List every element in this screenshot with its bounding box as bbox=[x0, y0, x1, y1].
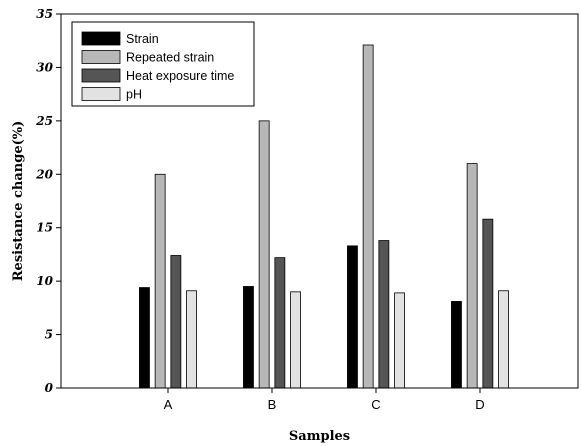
bar-ph-b bbox=[290, 291, 301, 389]
y-tick-label: 5 bbox=[45, 328, 53, 342]
bar-repeated-strain-d bbox=[466, 163, 478, 389]
legend: Strain Repeated strain Heat exposure time p… bbox=[71, 21, 255, 107]
y-tick-label: 30 bbox=[36, 60, 53, 74]
legend-label: Heat exposure time bbox=[126, 69, 234, 83]
bar-strain-b bbox=[243, 286, 254, 389]
legend-swatch bbox=[81, 68, 121, 83]
bars-group bbox=[139, 44, 509, 389]
legend-swatch bbox=[81, 87, 121, 101]
legend-label: Strain bbox=[126, 32, 159, 46]
bar-strain-a bbox=[139, 287, 150, 389]
bar-heat-exposure-time-d bbox=[482, 218, 494, 389]
x-tick-label: B bbox=[268, 397, 277, 412]
legend-swatch bbox=[81, 50, 121, 64]
x-tick-label: A bbox=[164, 397, 173, 412]
y-axis-title: Resistance change(%) bbox=[11, 121, 26, 282]
x-axis-ticks: A B C D bbox=[164, 388, 485, 412]
legend-label: pH bbox=[126, 88, 142, 102]
plot-area-frame bbox=[60, 13, 579, 389]
y-tick-label: 15 bbox=[36, 221, 53, 235]
x-axis-title: Samples bbox=[289, 429, 350, 444]
bar-ph-c bbox=[394, 292, 405, 389]
x-tick-label: C bbox=[371, 397, 380, 412]
y-tick-label: 10 bbox=[36, 274, 53, 288]
x-tick-label: D bbox=[475, 397, 484, 412]
bar-ph-a bbox=[186, 290, 197, 389]
bar-repeated-strain-c bbox=[362, 44, 374, 389]
y-tick-label: 35 bbox=[36, 7, 53, 21]
bar-heat-exposure-time-a bbox=[170, 255, 182, 389]
legend-label: Repeated strain bbox=[126, 51, 214, 65]
bar-repeated-strain-b bbox=[258, 120, 270, 389]
bar-strain-d bbox=[451, 301, 462, 389]
bar-heat-exposure-time-c bbox=[378, 240, 390, 389]
bar-heat-exposure-time-b bbox=[274, 257, 286, 389]
y-axis-ticks: 0 5 10 15 20 25 30 35 bbox=[35, 7, 61, 395]
bar-repeated-strain-a bbox=[154, 173, 166, 389]
legend-swatch bbox=[81, 31, 121, 46]
bar-ph-d bbox=[498, 290, 509, 389]
bar-strain-c bbox=[347, 245, 358, 389]
y-tick-label: 0 bbox=[45, 381, 54, 395]
y-tick-label: 20 bbox=[35, 167, 53, 181]
y-tick-label: 25 bbox=[35, 114, 53, 128]
